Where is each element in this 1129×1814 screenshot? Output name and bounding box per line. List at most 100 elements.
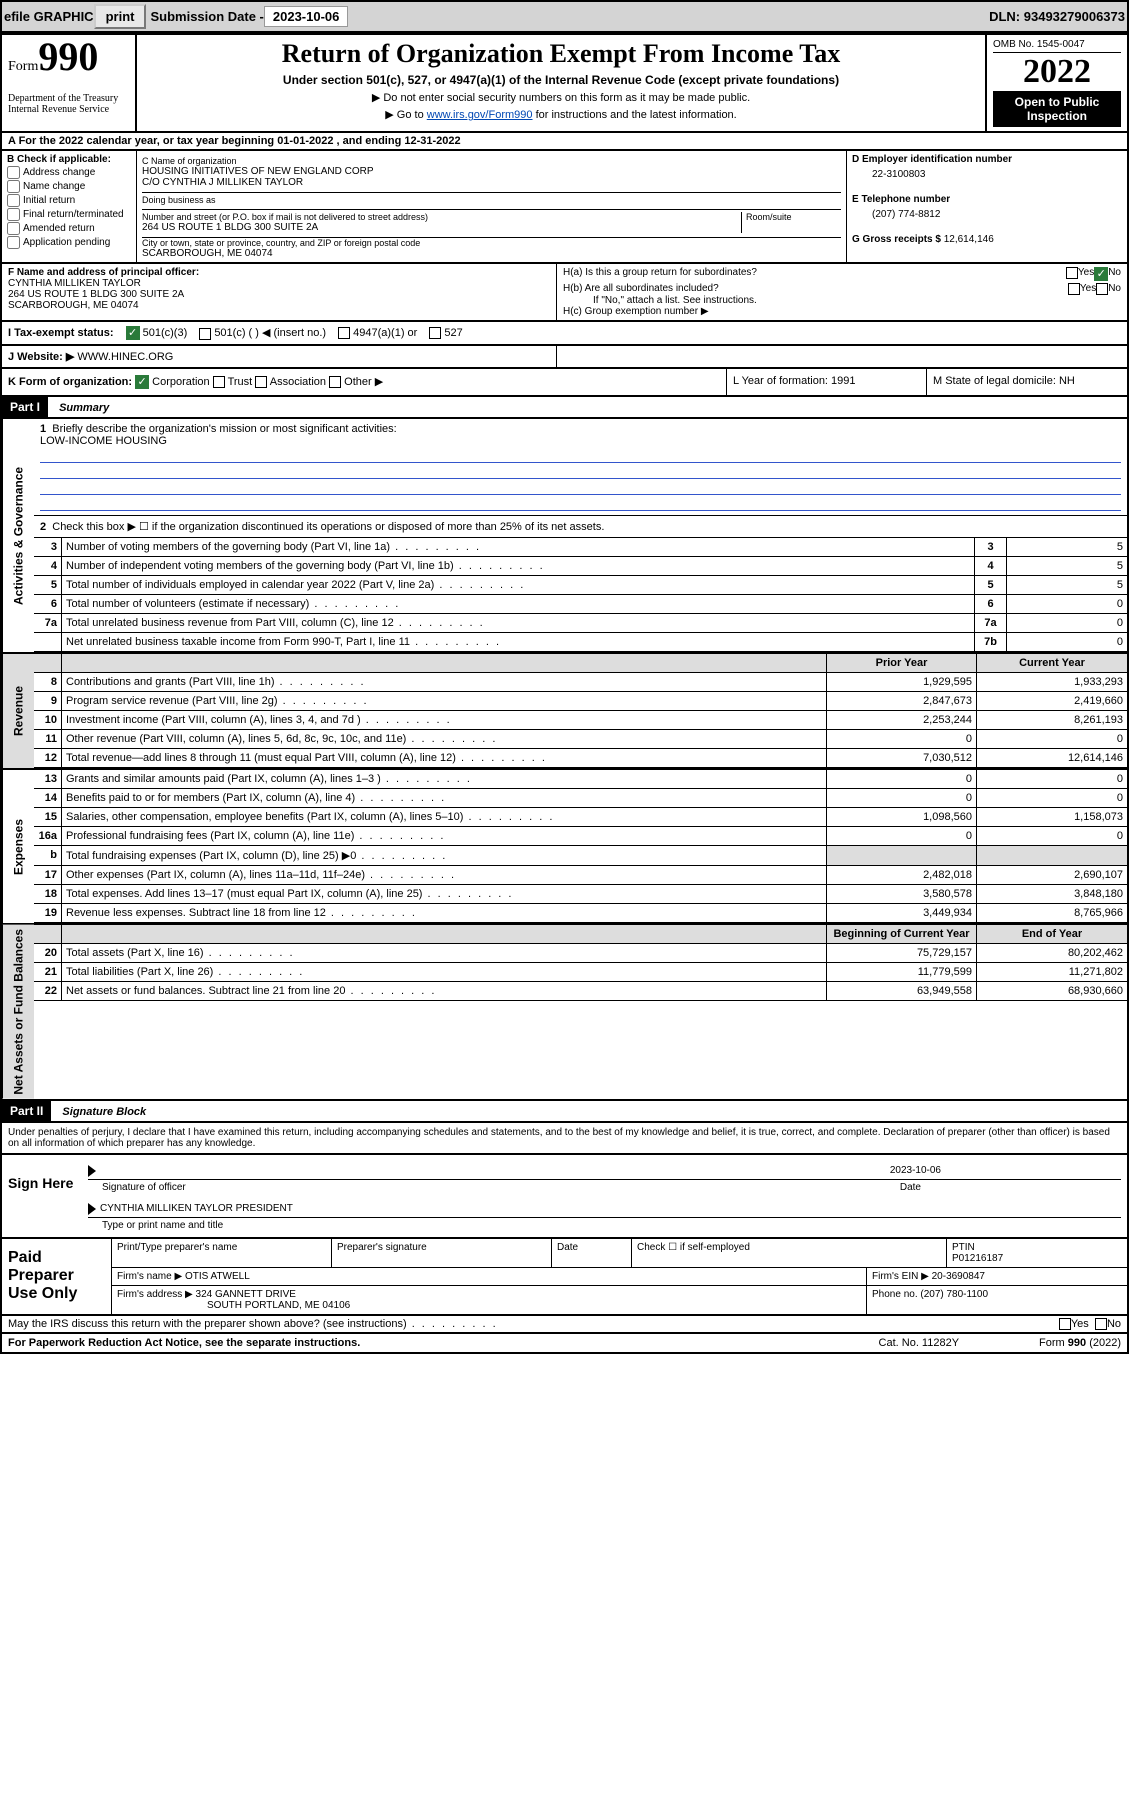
sig-date: 2023-10-06 xyxy=(890,1165,941,1177)
phone-value: (207) 774-8812 xyxy=(852,205,1122,228)
header-title-block: Return of Organization Exempt From Incom… xyxy=(137,35,987,131)
line-item: 17Other expenses (Part IX, column (A), l… xyxy=(34,866,1127,885)
sign-here-label: Sign Here xyxy=(2,1155,82,1237)
page-footer: For Paperwork Reduction Act Notice, see … xyxy=(0,1334,1129,1354)
col-headers-net: Beginning of Current Year End of Year xyxy=(34,925,1127,944)
501c3-checkbox[interactable]: ✓ xyxy=(126,326,140,340)
chk-name-change[interactable]: Name change xyxy=(7,180,131,193)
firm-name: OTIS ATWELL xyxy=(185,1271,250,1282)
line-item: 14Benefits paid to or for members (Part … xyxy=(34,789,1127,808)
line-item: 8Contributions and grants (Part VIII, li… xyxy=(34,673,1127,692)
form990-link[interactable]: www.irs.gov/Form990 xyxy=(427,109,533,121)
line-item: bTotal fundraising expenses (Part IX, co… xyxy=(34,846,1127,866)
col-headers-revenue: Prior Year Current Year xyxy=(34,654,1127,673)
part-2-header: Part II Signature Block xyxy=(0,1101,1129,1123)
ha-no-checkbox[interactable]: ✓ xyxy=(1094,267,1108,281)
sign-here-block: Sign Here 2023-10-06 Signature of office… xyxy=(0,1155,1129,1239)
form-header: Form990 Department of the Treasury Inter… xyxy=(0,33,1129,133)
section-b-checkboxes: B Check if applicable: Address change Na… xyxy=(2,151,137,262)
line-item: 16aProfessional fundraising fees (Part I… xyxy=(34,827,1127,846)
vlabel-expenses: Expenses xyxy=(2,770,34,923)
line-item: 13Grants and similar amounts paid (Part … xyxy=(34,770,1127,789)
officer-name-title: CYNTHIA MILLIKEN TAYLOR PRESIDENT xyxy=(100,1203,293,1215)
irs-label: Internal Revenue Service xyxy=(8,104,129,115)
form-title: Return of Organization Exempt From Incom… xyxy=(143,39,979,69)
gross-receipts-value: 12,614,146 xyxy=(944,234,994,245)
year-formation: L Year of formation: 1991 xyxy=(727,369,927,395)
ha-yes-checkbox[interactable] xyxy=(1066,267,1078,279)
org-city: SCARBOROUGH, ME 04074 xyxy=(142,248,841,259)
other-checkbox[interactable] xyxy=(329,376,341,388)
hb-no-checkbox[interactable] xyxy=(1096,283,1108,295)
line-item: 19Revenue less expenses. Subtract line 1… xyxy=(34,904,1127,923)
line-item: 9Program service revenue (Part VIII, lin… xyxy=(34,692,1127,711)
line-item: 11Other revenue (Part VIII, column (A), … xyxy=(34,730,1127,749)
section-c-org: C Name of organization HOUSING INITIATIV… xyxy=(137,151,847,262)
form-note-2: ▶ Go to www.irs.gov/Form990 for instruct… xyxy=(143,108,979,121)
part-1-expenses: Expenses 13Grants and similar amounts pa… xyxy=(0,770,1129,925)
vlabel-governance: Activities & Governance xyxy=(2,419,34,652)
mission-block: 1 Briefly describe the organization's mi… xyxy=(34,419,1127,516)
public-inspection-badge: Open to Public Inspection xyxy=(993,91,1121,127)
527-checkbox[interactable] xyxy=(429,327,441,339)
caret-icon xyxy=(88,1203,96,1215)
4947-checkbox[interactable] xyxy=(338,327,350,339)
org-co: C/O CYNTHIA J MILLIKEN TAYLOR xyxy=(142,177,841,188)
chk-amended-return[interactable]: Amended return xyxy=(7,222,131,235)
state-domicile: M State of legal domicile: NH xyxy=(927,369,1127,395)
caret-icon xyxy=(88,1165,96,1177)
section-bcdeg: B Check if applicable: Address change Na… xyxy=(0,151,1129,264)
discuss-row: May the IRS discuss this return with the… xyxy=(0,1316,1129,1334)
row-i-tax-status: I Tax-exempt status: ✓ 501(c)(3) 501(c) … xyxy=(0,322,1129,346)
chk-final-return[interactable]: Final return/terminated xyxy=(7,208,131,221)
row-j-website: J Website: ▶ WWW.HINEC.ORG xyxy=(0,346,1129,369)
assoc-checkbox[interactable] xyxy=(255,376,267,388)
tax-year: 2022 xyxy=(993,53,1121,91)
org-name: HOUSING INITIATIVES OF NEW ENGLAND CORP xyxy=(142,166,841,177)
line-item: 18Total expenses. Add lines 13–17 (must … xyxy=(34,885,1127,904)
line-item: 10Investment income (Part VIII, column (… xyxy=(34,711,1127,730)
section-deg: D Employer identification number 22-3100… xyxy=(847,151,1127,262)
form-subtitle: Under section 501(c), 527, or 4947(a)(1)… xyxy=(143,73,979,87)
corp-checkbox[interactable]: ✓ xyxy=(135,375,149,389)
line-item: 7aTotal unrelated business revenue from … xyxy=(34,614,1127,633)
line-item: 15Salaries, other compensation, employee… xyxy=(34,808,1127,827)
vlabel-net-assets: Net Assets or Fund Balances xyxy=(2,925,34,1099)
website-value: WWW.HINEC.ORG xyxy=(77,351,173,363)
section-h: H(a) Is this a group return for subordin… xyxy=(557,264,1127,320)
paid-preparer-label: Paid Preparer Use Only xyxy=(2,1239,112,1314)
firm-addr1: 324 GANNETT DRIVE xyxy=(196,1289,296,1300)
hb-yes-checkbox[interactable] xyxy=(1068,283,1080,295)
line-item: Net unrelated business taxable income fr… xyxy=(34,633,1127,652)
paid-row-3: Firm's address ▶ 324 GANNETT DRIVE SOUTH… xyxy=(112,1286,1127,1314)
discuss-yes-checkbox[interactable] xyxy=(1059,1318,1071,1330)
header-right-block: OMB No. 1545-0047 2022 Open to Public In… xyxy=(987,35,1127,131)
line-item: 12Total revenue—add lines 8 through 11 (… xyxy=(34,749,1127,768)
signature-intro: Under penalties of perjury, I declare th… xyxy=(0,1123,1129,1155)
mission-value: LOW-INCOME HOUSING xyxy=(40,435,167,447)
vlabel-revenue: Revenue xyxy=(2,654,34,768)
line-item: 3Number of voting members of the governi… xyxy=(34,538,1127,557)
part-1-governance: Activities & Governance 1 Briefly descri… xyxy=(0,419,1129,654)
form-version: Form 990 (2022) xyxy=(1039,1337,1121,1349)
dln: DLN: 93493279006373 xyxy=(989,9,1125,24)
cat-number: Cat. No. 11282Y xyxy=(879,1337,960,1349)
top-toolbar: efile GRAPHIC print Submission Date - 20… xyxy=(0,0,1129,33)
section-f-officer: F Name and address of principal officer:… xyxy=(2,264,557,320)
efile-label: efile GRAPHIC xyxy=(4,9,94,24)
chk-initial-return[interactable]: Initial return xyxy=(7,194,131,207)
line-item: 6Total number of volunteers (estimate if… xyxy=(34,595,1127,614)
ein-value: 22-3100803 xyxy=(852,165,1122,188)
line-item: 20Total assets (Part X, line 16)75,729,1… xyxy=(34,944,1127,963)
paid-row-2: Firm's name ▶ OTIS ATWELL Firm's EIN ▶ 2… xyxy=(112,1268,1127,1286)
discuss-no-checkbox[interactable] xyxy=(1095,1318,1107,1330)
ptin-value: P01216187 xyxy=(952,1253,1003,1264)
part-1-header: Part I Summary xyxy=(0,397,1129,419)
chk-application-pending[interactable]: Application pending xyxy=(7,236,131,249)
print-button[interactable]: print xyxy=(94,4,147,29)
trust-checkbox[interactable] xyxy=(213,376,225,388)
dept-label: Department of the Treasury xyxy=(8,93,129,104)
501c-checkbox[interactable] xyxy=(199,328,211,340)
chk-address-change[interactable]: Address change xyxy=(7,166,131,179)
line-item: 4Number of independent voting members of… xyxy=(34,557,1127,576)
